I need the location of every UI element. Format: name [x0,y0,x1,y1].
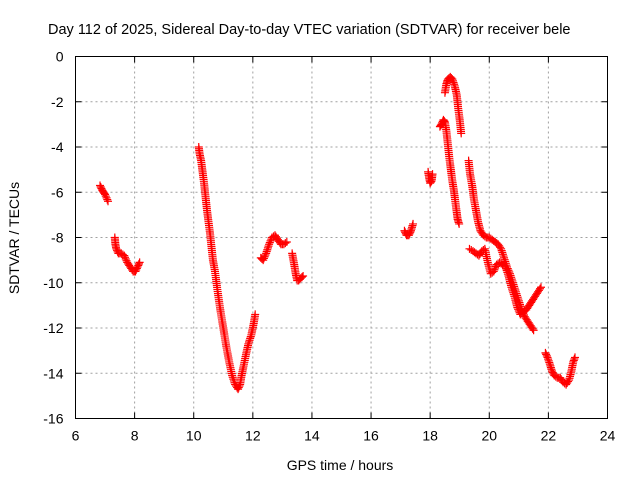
data-point [266,236,275,245]
x-tick-label: 16 [363,428,379,444]
data-point [536,284,545,293]
data-point [101,190,110,199]
data-point [235,382,244,391]
data-point [265,240,274,249]
x-tick-label: 18 [422,428,438,444]
data-point [299,271,308,280]
data-point [529,326,538,335]
y-axis-label: SDTVAR / TECUs [6,182,22,294]
grid [75,56,608,419]
y-tick-label: -14 [43,365,63,381]
data-point [489,267,498,276]
data-point [259,254,268,263]
x-tick-label: 8 [131,428,139,444]
data-point [537,283,545,292]
data-point [490,265,499,274]
y-tick-label: -16 [43,411,63,427]
x-tick-label: 6 [72,428,80,444]
data-point [514,305,523,314]
y-tick-label: -12 [43,320,63,336]
data-point [261,251,270,260]
axis-ticks: 6 8 10 12 14 16 18 20 22 24 0 -2 -4 -6 -8 -10 -12 -14 -16 [43,49,615,444]
data-point [297,273,306,282]
data-point [102,193,111,202]
data-point [457,129,466,138]
x-tick-label: 24 [600,428,616,444]
data-point [491,264,500,273]
data-point [570,353,579,362]
data-point [282,238,291,247]
data-point [251,310,260,319]
data-point [281,239,290,248]
y-tick-label: -6 [51,184,64,200]
x-axis-label: GPS time / hours [287,457,394,473]
data-points [96,72,579,394]
data-point [135,258,144,267]
y-tick-label: -2 [51,94,64,110]
x-tick-label: 12 [245,428,261,444]
y-tick-label: -10 [43,275,63,291]
y-tick-label: 0 [56,49,64,65]
x-tick-label: 10 [186,428,202,444]
data-point [103,195,112,204]
data-point [259,256,268,265]
x-tick-label: 14 [304,428,320,444]
data-point [101,192,110,201]
data-point [496,243,505,252]
y-tick-label: -8 [51,230,64,246]
x-tick-label: 20 [481,428,497,444]
data-point [120,251,129,260]
chart-title: Day 112 of 2025, Sidereal Day-to-day VTE… [48,22,571,38]
data-point [428,170,437,179]
data-point [455,219,464,228]
data-point [564,377,573,386]
data-point [121,254,130,263]
x-tick-label: 22 [541,428,557,444]
data-point [265,238,274,247]
y-tick-label: -4 [51,139,64,155]
data-point [121,253,130,262]
data-point [528,324,537,333]
data-point [104,197,113,206]
data-point [513,303,522,312]
data-point [409,219,418,228]
data-point [134,259,143,268]
data-point [260,252,269,261]
